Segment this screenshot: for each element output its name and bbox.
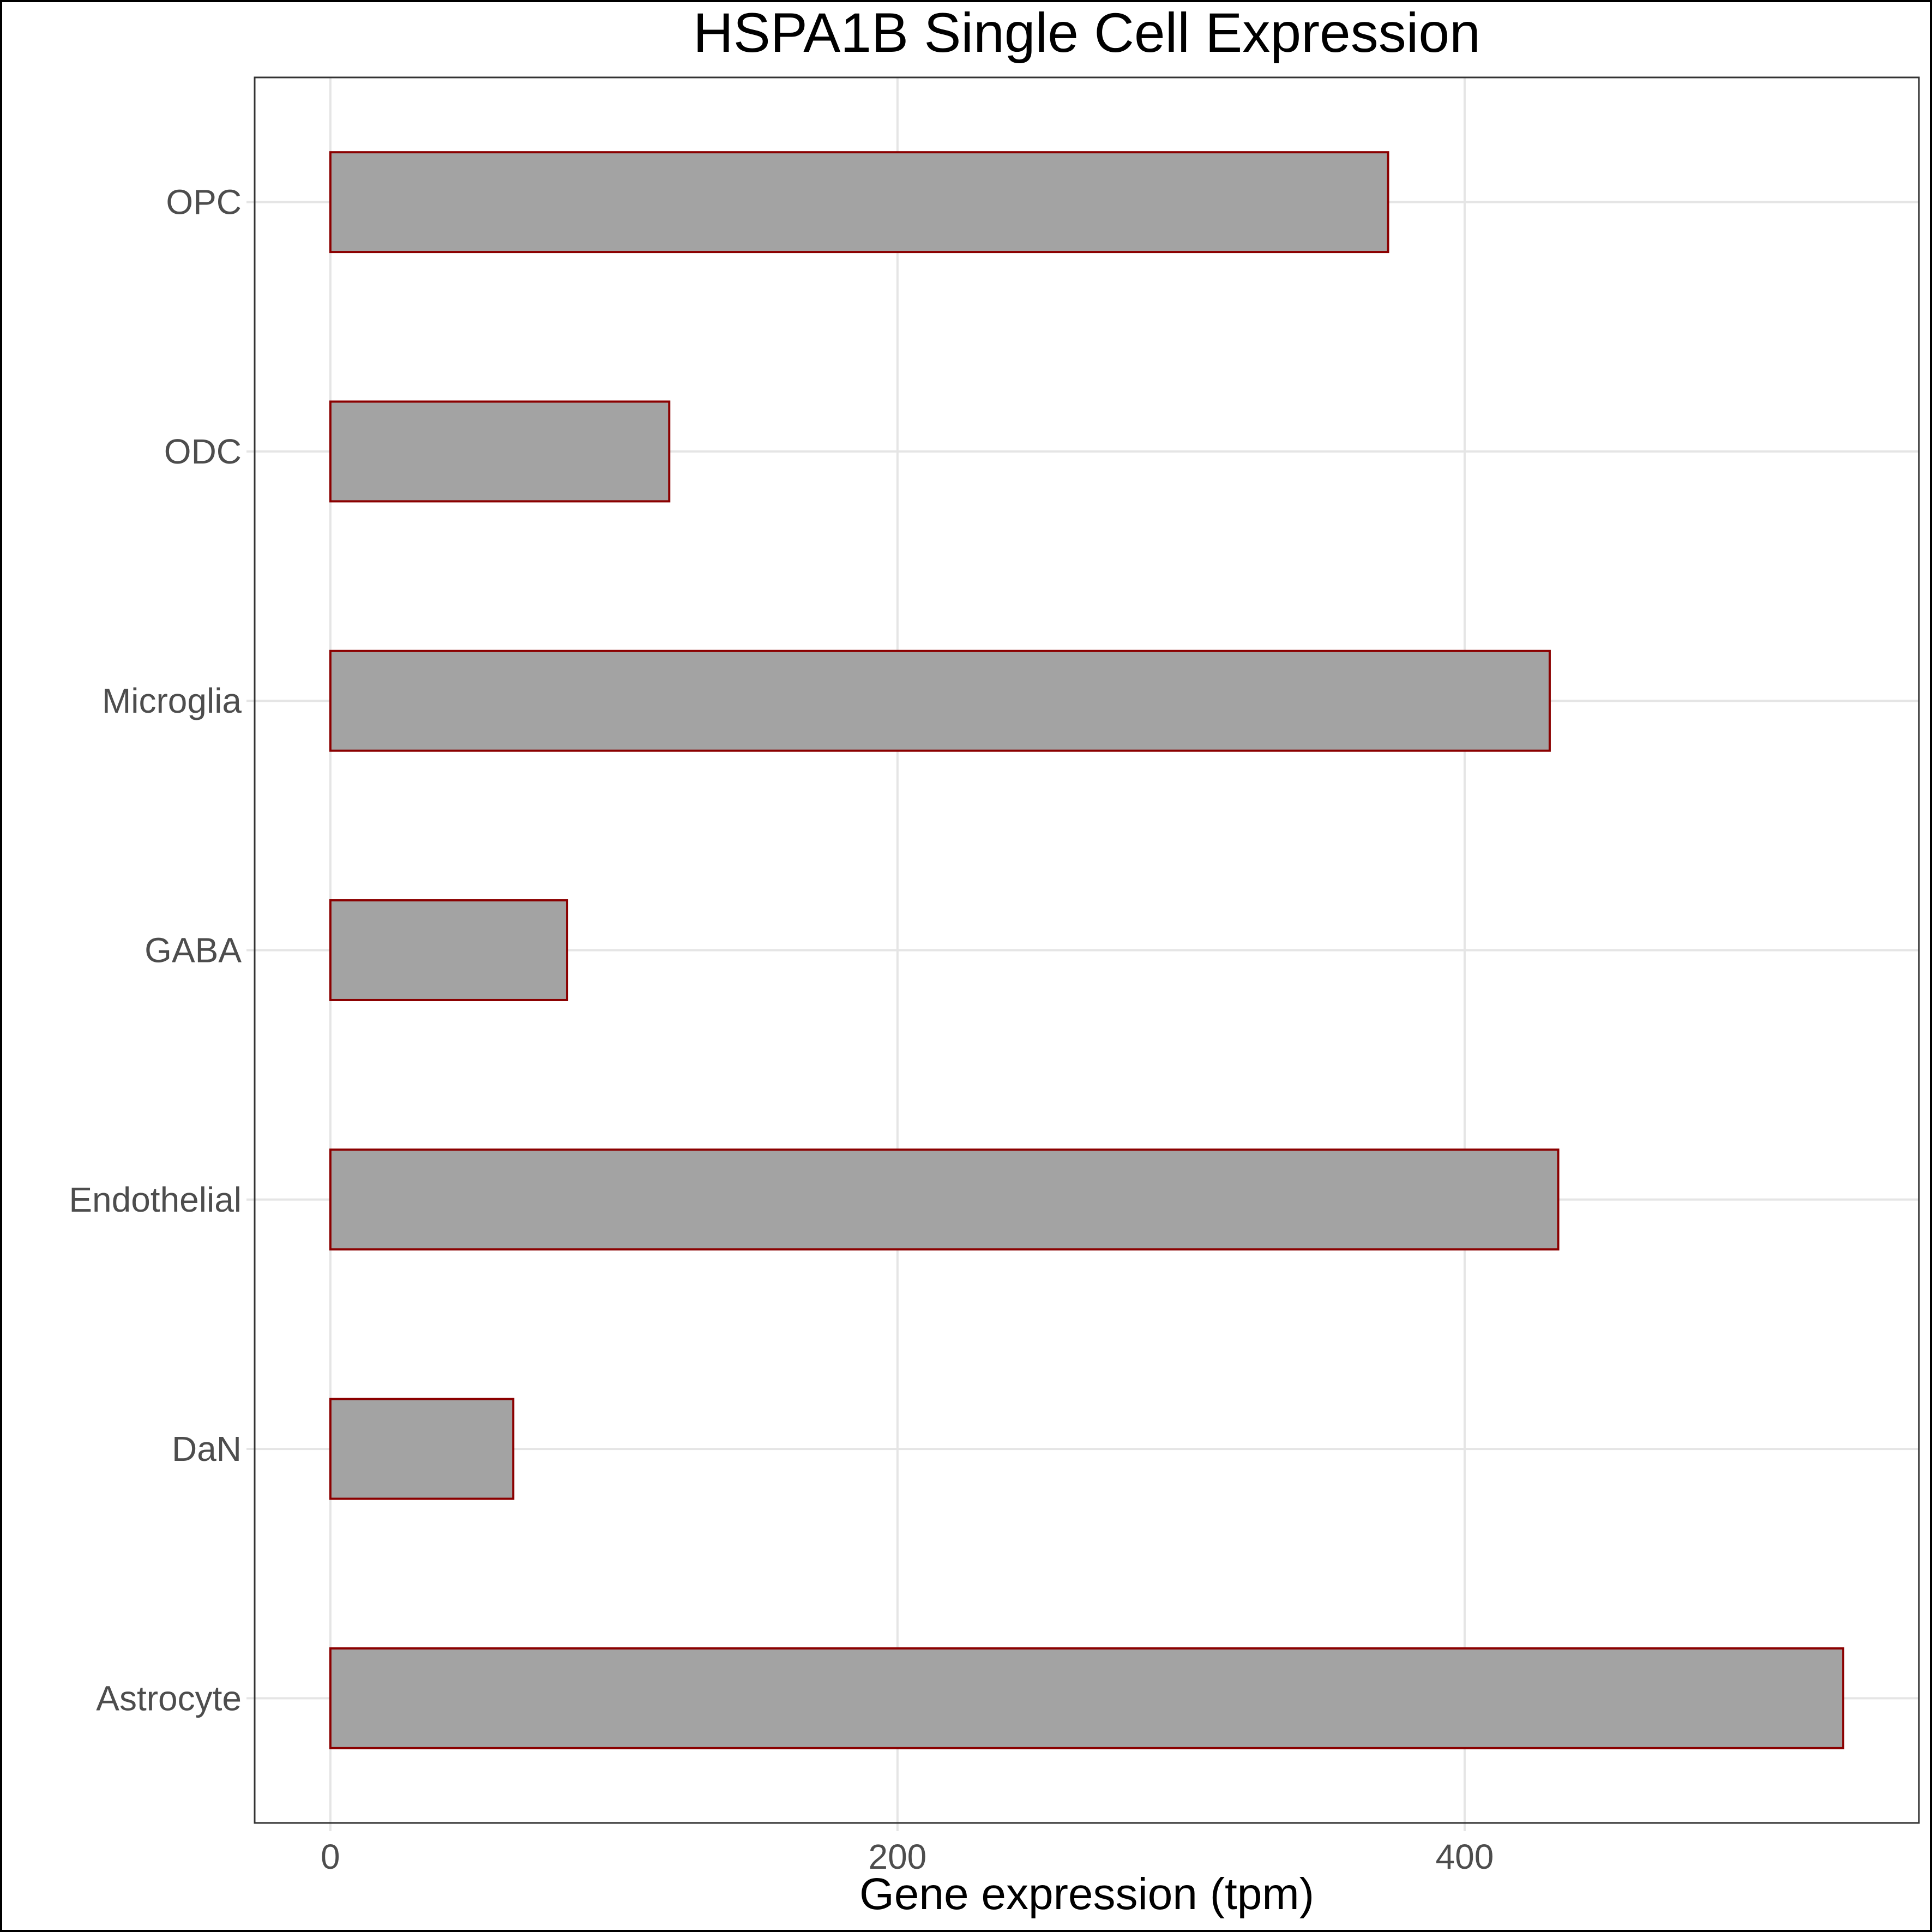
y-tick-label: Endothelial [69, 1180, 242, 1219]
y-tick-labels: Astrocyte DaN Endothelial GABA Microglia ODC O… [69, 183, 242, 1718]
y-tick-label: ODC [164, 432, 242, 471]
x-tick-label: 400 [1436, 1837, 1494, 1876]
chart-title: HSPA1B Single Cell Expression [693, 2, 1480, 64]
bar-opc [329, 151, 1389, 254]
x-tick-label: 0 [321, 1837, 340, 1876]
x-tick-label: 200 [868, 1837, 926, 1876]
bar-endothelial [329, 1148, 1560, 1251]
bar-odc [329, 400, 671, 503]
plot-panel-border [254, 76, 1920, 1824]
x-axis-label: Gene expression (tpm) [859, 1869, 1314, 1919]
y-tick-label: Microglia [102, 681, 242, 720]
bar-dan [329, 1398, 515, 1500]
bar-astrocyte [329, 1647, 1845, 1749]
bars-layer [329, 151, 1845, 1749]
y-tick-label: DaN [172, 1429, 242, 1468]
y-tick-label: GABA [145, 931, 242, 970]
x-tick-labels: 0 200 400 [321, 1837, 1494, 1876]
y-tick-label: Astrocyte [96, 1678, 242, 1718]
bar-gaba [329, 899, 569, 1001]
y-tick-label: OPC [166, 183, 242, 222]
bar-microglia [329, 649, 1551, 752]
